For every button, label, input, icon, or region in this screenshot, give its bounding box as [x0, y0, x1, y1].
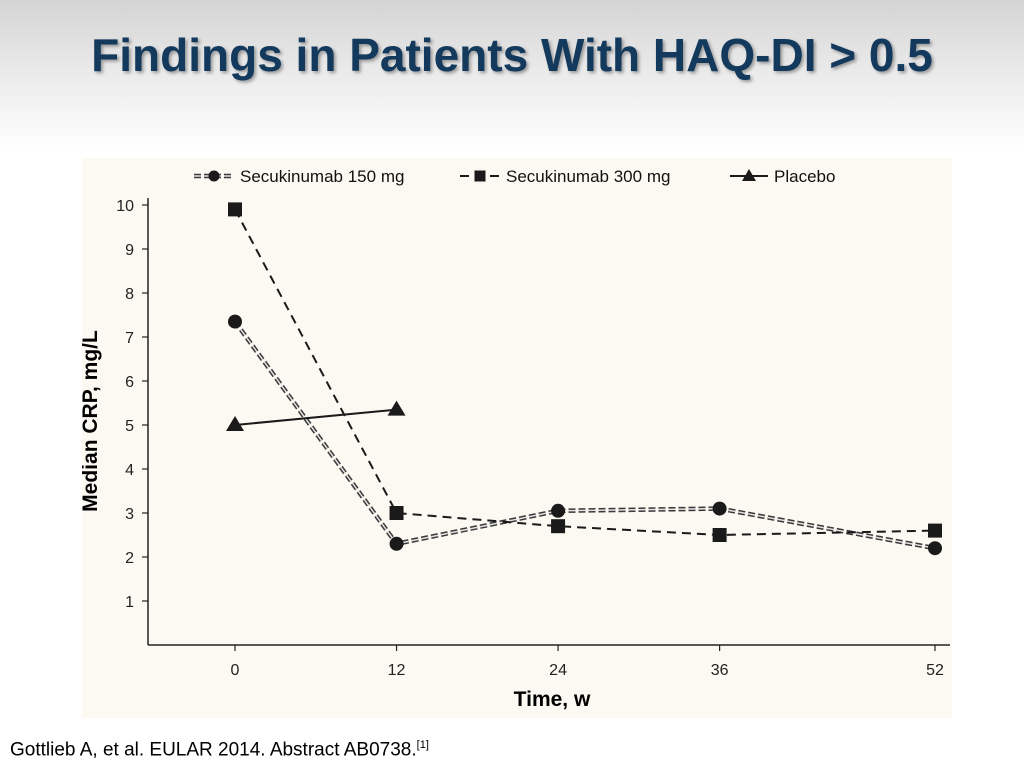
series-line-secukinumab-300-mg	[234, 208, 936, 536]
y-tick-label: 7	[125, 330, 134, 347]
data-point-secukinumab-150-mg	[928, 541, 942, 556]
data-point-secukinumab-300-mg	[228, 202, 242, 217]
x-axis-label: Time, w	[514, 688, 591, 711]
y-tick-label: 2	[125, 550, 134, 567]
x-tick-label: 24	[549, 662, 567, 679]
legend-label-secukinumab-150-mg: Secukinumab 150 mg	[240, 167, 404, 186]
y-tick-label: 5	[125, 418, 134, 435]
legend-marker-placebo	[742, 169, 756, 181]
y-tick-label: 10	[116, 198, 134, 215]
series-line-placebo	[234, 408, 397, 426]
citation-text: Gottlieb A, et al. EULAR 2014. Abstract …	[10, 739, 417, 761]
data-point-secukinumab-150-mg	[712, 501, 727, 516]
data-point-secukinumab-150-mg	[389, 536, 404, 551]
data-point-secukinumab-300-mg	[551, 519, 566, 534]
data-point-secukinumab-150-mg	[551, 503, 566, 518]
y-tick-label: 8	[125, 286, 134, 303]
data-point-secukinumab-300-mg	[389, 506, 404, 520]
x-tick-label: 0	[231, 662, 240, 679]
citation-ref: [1]	[416, 739, 429, 751]
y-tick-label: 6	[125, 374, 134, 391]
series-line-secukinumab-150-mg	[233, 320, 936, 551]
data-point-secukinumab-150-mg	[228, 314, 242, 329]
y-axis-label: Median CRP, mg/L	[82, 330, 102, 512]
y-tick-label: 3	[125, 506, 134, 523]
slide-title: Findings in Patients With HAQ-DI > 0.5	[91, 29, 933, 81]
y-tick-label: 9	[125, 242, 134, 259]
legend-label-secukinumab-300-mg: Secukinumab 300 mg	[506, 167, 670, 186]
data-point-secukinumab-300-mg	[712, 528, 727, 542]
legend-marker-secukinumab-300-mg	[474, 170, 486, 182]
y-tick-label: 4	[125, 462, 134, 479]
chart-panel: 1 2 3 4 5 6 7 8 9 10 0 12 24 36 52 Time, w Median CRP, m…	[82, 158, 952, 718]
x-tick-label: 36	[711, 662, 729, 679]
y-tick-label: 1	[125, 594, 134, 611]
title-band	[0, 0, 1024, 150]
data-point-placebo	[387, 400, 406, 416]
data-point-secukinumab-300-mg	[928, 523, 942, 538]
legend-label-placebo: Placebo	[774, 167, 835, 186]
series-line-secukinumab-150-mg	[234, 321, 936, 549]
data-point-placebo	[226, 416, 244, 431]
legend-marker-secukinumab-150-mg	[208, 170, 220, 182]
x-tick-label: 12	[388, 662, 406, 679]
x-tick-label: 52	[926, 662, 944, 679]
citation: Gottlieb A, et al. EULAR 2014. Abstract …	[10, 739, 429, 761]
